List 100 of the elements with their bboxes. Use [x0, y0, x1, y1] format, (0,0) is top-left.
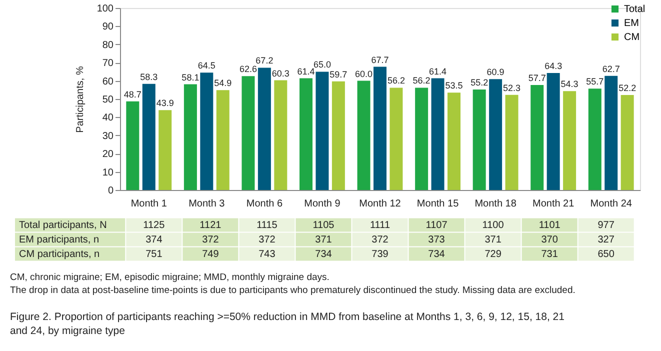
data-label: 43.9: [156, 98, 174, 108]
legend-label: EM: [624, 18, 639, 29]
data-label: 56.2: [412, 76, 430, 86]
text: 371: [484, 234, 502, 246]
bar: [620, 94, 634, 190]
y-axis-title: Participants, %: [74, 66, 86, 133]
bar: [447, 92, 460, 190]
data-label: 64.5: [198, 60, 216, 71]
text: 1100: [482, 220, 504, 231]
bar: [604, 76, 618, 190]
text: 1105: [312, 220, 335, 231]
bar: [431, 78, 444, 190]
bar: [158, 110, 172, 190]
text: 1121: [200, 220, 222, 231]
y-tick-label: 40: [102, 112, 114, 124]
y-tick-label: 70: [102, 58, 114, 70]
bar: [489, 79, 502, 190]
data-label: 64.3: [544, 60, 562, 71]
data-label: 60.0: [355, 68, 373, 79]
text: 977: [598, 220, 615, 231]
data-label: 54.3: [560, 79, 578, 90]
data-label: 56.2: [387, 76, 405, 86]
data-label: 53.5: [445, 80, 463, 91]
text: 372: [202, 234, 220, 246]
data-label: 57.7: [528, 72, 546, 83]
text: 734: [428, 249, 446, 260]
x-tick-label: Month 12: [359, 198, 402, 210]
text: 373: [428, 234, 446, 246]
bar: [274, 80, 288, 190]
y-tick-label: 90: [102, 22, 114, 33]
bar: [332, 81, 345, 190]
text: 372: [258, 234, 276, 246]
bar: [142, 84, 156, 190]
bar: [472, 90, 486, 190]
data-label: 61.4: [297, 66, 315, 76]
bar: [374, 66, 386, 190]
bar: [126, 101, 140, 190]
text: 739: [372, 249, 389, 260]
text: 650: [598, 249, 615, 260]
caption: Figure 2. Proportion of participants reaching >=50% reduction in MMD from baseline at Months 1, 3, 6, 9, 12, 15, 18, 21 and 24, by migraine type: [10, 311, 565, 337]
text: 1101: [538, 220, 561, 231]
x-tick-label: Month 3: [188, 198, 226, 210]
data-label: 54.9: [214, 78, 232, 88]
bar: [242, 76, 255, 190]
text: CM participants, n: [19, 249, 100, 260]
text: 1125: [143, 220, 166, 231]
data-label: 48.7: [124, 89, 142, 100]
bar: [300, 78, 313, 190]
x-tick-label: Month 6: [246, 198, 283, 210]
text: The drop in data at post-baseline time-points is due to participants who prematurely discontinued the study. Missing data are excluded.: [10, 285, 576, 296]
bar: [316, 72, 329, 190]
x-tick-label: Month 1: [130, 198, 168, 210]
legend-label: Total: [624, 4, 646, 15]
text: 734: [315, 249, 332, 260]
text: Total participants, N: [19, 220, 107, 231]
text: 1107: [426, 220, 448, 231]
text: 1111: [370, 220, 390, 231]
bar: [390, 88, 403, 190]
text: 371: [315, 234, 332, 246]
y-tick-label: 50: [102, 94, 114, 106]
text: 374: [146, 234, 163, 246]
bar: [216, 90, 230, 190]
y-tick-label: 60: [102, 76, 114, 88]
legend-label: CM: [624, 32, 640, 43]
data-label: 61.4: [429, 66, 447, 76]
bar: [505, 94, 518, 190]
text: 1115: [256, 220, 278, 231]
bar: [258, 68, 271, 190]
data-label: 55.2: [470, 78, 488, 88]
bar: [563, 91, 576, 190]
data-label: 59.7: [330, 69, 348, 80]
data-label: 62.6: [239, 64, 257, 74]
data-label: 60.3: [272, 68, 290, 78]
data-label: 62.7: [602, 64, 620, 74]
data-label: 67.7: [371, 54, 389, 65]
text: 731: [541, 249, 558, 260]
bar: [588, 88, 602, 190]
data-label: 55.7: [586, 76, 604, 87]
data-label: 67.2: [256, 56, 274, 66]
text: 749: [202, 249, 220, 260]
bar: [415, 88, 428, 190]
x-tick-label: Month 24: [590, 198, 632, 210]
text: 729: [484, 249, 502, 260]
text: EM participants, n: [19, 234, 100, 246]
text: CM, chronic migraine; EM, episodic migraine; MMD, monthly migraine days.: [10, 272, 330, 283]
text: 370: [541, 234, 558, 246]
data-label: 58.3: [140, 72, 158, 82]
y-tick-label: 100: [96, 4, 114, 14]
text: 372: [372, 234, 389, 246]
x-tick-label: Month 18: [474, 198, 517, 210]
data-label: 52.3: [503, 82, 521, 93]
text: 751: [146, 249, 163, 260]
y-tick-label: 10: [102, 167, 114, 178]
data-label: 58.1: [182, 72, 200, 82]
y-tick-label: 30: [102, 130, 114, 142]
y-tick-label: 20: [102, 149, 114, 160]
y-tick-label: 0: [108, 186, 114, 196]
x-tick-label: Month 15: [416, 198, 460, 210]
y-tick-label: 80: [102, 40, 114, 51]
bar: [546, 72, 560, 190]
